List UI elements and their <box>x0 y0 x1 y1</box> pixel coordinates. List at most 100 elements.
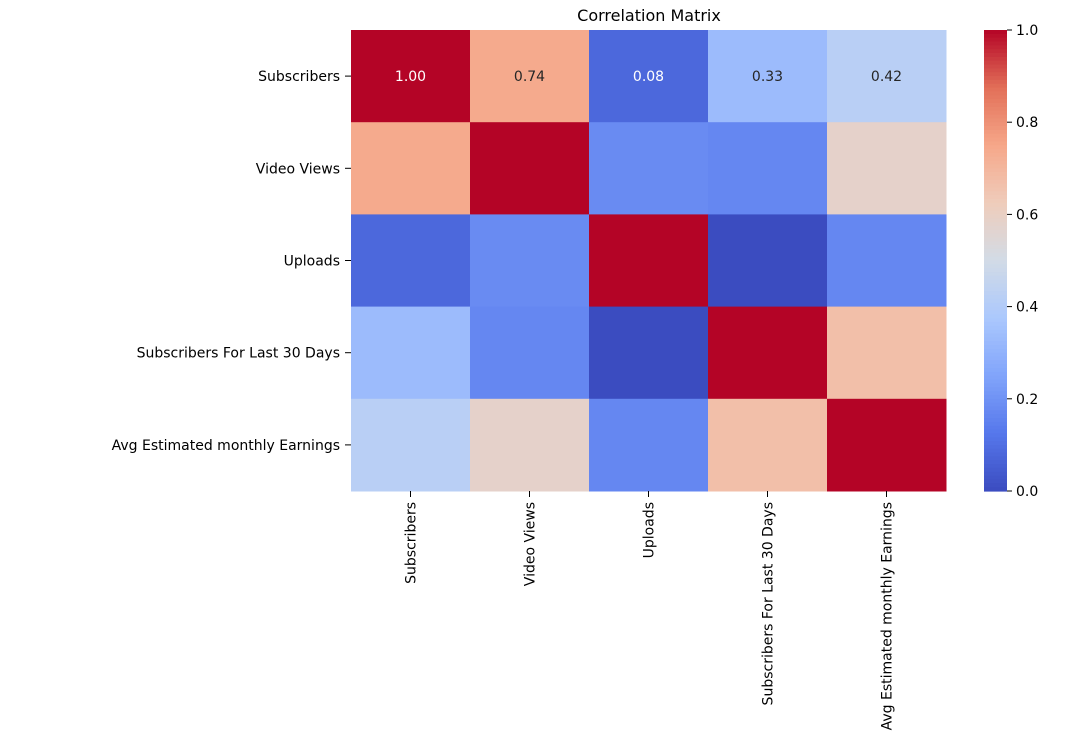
colorbar-segment <box>984 318 1007 323</box>
colorbar-segment <box>984 456 1007 461</box>
heatmap-cell <box>470 30 590 123</box>
colorbar-segment <box>984 337 1007 342</box>
colorbar-segment <box>984 421 1007 427</box>
colorbar-segment <box>984 110 1007 116</box>
heatmap-cell <box>589 214 709 308</box>
colorbar-segment <box>984 475 1007 481</box>
colorbar-segment <box>984 175 1007 181</box>
colorbar-segment <box>984 329 1007 335</box>
colorbar-segment <box>984 375 1007 381</box>
colorbar-segment <box>984 126 1007 131</box>
heatmap-cell <box>589 122 709 215</box>
colorbar-segment <box>984 45 1007 50</box>
colorbar-segment <box>984 444 1007 450</box>
heatmap-cell <box>708 306 828 400</box>
colorbar-segment <box>984 264 1007 269</box>
colorbar-segment <box>984 437 1007 442</box>
colorbar-segment <box>984 229 1007 235</box>
colorbar-segment <box>984 310 1007 315</box>
cell-annotations: 1.00 0.74 0.08 0.33 0.42 <box>395 69 902 85</box>
colorbar-segment <box>984 33 1007 39</box>
colorbar-segment <box>984 64 1007 70</box>
colorbar-segment <box>984 248 1007 254</box>
colorbar-segment <box>984 202 1007 208</box>
colorbar-segment <box>984 233 1007 239</box>
x-tick-label: Uploads <box>642 502 658 558</box>
colorbar-segment <box>984 206 1007 212</box>
colorbar-segment <box>984 114 1007 119</box>
heatmap-cell <box>470 122 590 215</box>
colorbar-segment <box>984 333 1007 338</box>
colorbar-segment <box>984 433 1007 438</box>
heatmap-cell <box>827 398 947 492</box>
colorbar-segment <box>984 179 1007 185</box>
colorbar-segment <box>984 49 1007 54</box>
colorbar-segment <box>984 391 1007 396</box>
colorbar-segment <box>984 345 1007 350</box>
y-tick-label: Subscribers <box>258 69 340 85</box>
colorbar-segment <box>984 321 1007 327</box>
colorbar-segment <box>984 268 1007 273</box>
colorbar-segment <box>984 214 1007 219</box>
heatmap-cell <box>589 306 709 400</box>
colorbar-segment <box>984 291 1007 296</box>
colorbar-segment <box>984 298 1007 304</box>
cell-value-label: 0.08 <box>633 69 664 85</box>
colorbar-segment <box>984 425 1007 431</box>
colorbar-segment <box>984 30 1007 35</box>
colorbar-segment <box>984 272 1007 277</box>
colorbar-segment <box>984 225 1007 231</box>
heatmap-cell <box>708 122 828 215</box>
colorbar-segment <box>984 479 1007 484</box>
x-tick-label: Subscribers <box>404 502 420 584</box>
y-tick-label: Uploads <box>284 254 340 270</box>
colorbar-segment <box>984 156 1007 162</box>
colorbar-segment <box>984 149 1007 154</box>
y-tick-label: Video Views <box>256 161 340 177</box>
colorbar-segment <box>984 76 1007 81</box>
colorbar-segment <box>984 471 1007 477</box>
colorbar-segment <box>984 102 1007 108</box>
colorbar-segment <box>984 37 1007 43</box>
colorbar-tick-label: 0.4 <box>1016 300 1038 316</box>
colorbar-segment <box>984 129 1007 135</box>
colorbar-segment <box>984 387 1007 392</box>
colorbar-segment <box>984 295 1007 300</box>
y-axis: Subscribers Video Views Uploads Subscribers… <box>112 69 351 454</box>
colorbar-segment <box>984 283 1007 288</box>
colorbar-segment <box>984 325 1007 331</box>
colorbar-segment <box>984 414 1007 419</box>
colorbar-segment <box>984 53 1007 58</box>
heatmap-cell <box>708 30 828 123</box>
heatmap-cell <box>589 398 709 492</box>
colorbar-segment <box>984 379 1007 385</box>
colorbar-segment <box>984 87 1007 93</box>
colorbar-segment <box>984 210 1007 215</box>
heatmap-cell <box>470 306 590 400</box>
colorbar-segment <box>984 348 1007 354</box>
x-tick-label: Subscribers For Last 30 Days <box>761 502 777 705</box>
colorbar-segment <box>984 60 1007 66</box>
colorbar-segment <box>984 241 1007 246</box>
colorbar-tick-label: 0.2 <box>1016 392 1038 408</box>
colorbar-segment <box>984 394 1007 400</box>
heatmap-cells <box>351 30 947 492</box>
colorbar-segment <box>984 314 1007 319</box>
colorbar-segment <box>984 302 1007 308</box>
x-tick-label: Avg Estimated monthly Earnings <box>880 502 896 730</box>
heatmap-cell <box>589 30 709 123</box>
heatmap-cell <box>351 214 471 308</box>
colorbar-segment <box>984 187 1007 192</box>
colorbar-segment <box>984 152 1007 158</box>
heatmap-cell <box>470 398 590 492</box>
colorbar-segment <box>984 410 1007 415</box>
heatmap-cell <box>351 306 471 400</box>
colorbar-segment <box>984 398 1007 404</box>
colorbar-tick-label: 0.8 <box>1016 115 1038 131</box>
colorbar-segment <box>984 252 1007 258</box>
colorbar-segment <box>984 256 1007 262</box>
colorbar-tick-label: 0.0 <box>1016 484 1038 500</box>
cell-value-label: 1.00 <box>395 69 426 85</box>
colorbar-segment <box>984 460 1007 465</box>
